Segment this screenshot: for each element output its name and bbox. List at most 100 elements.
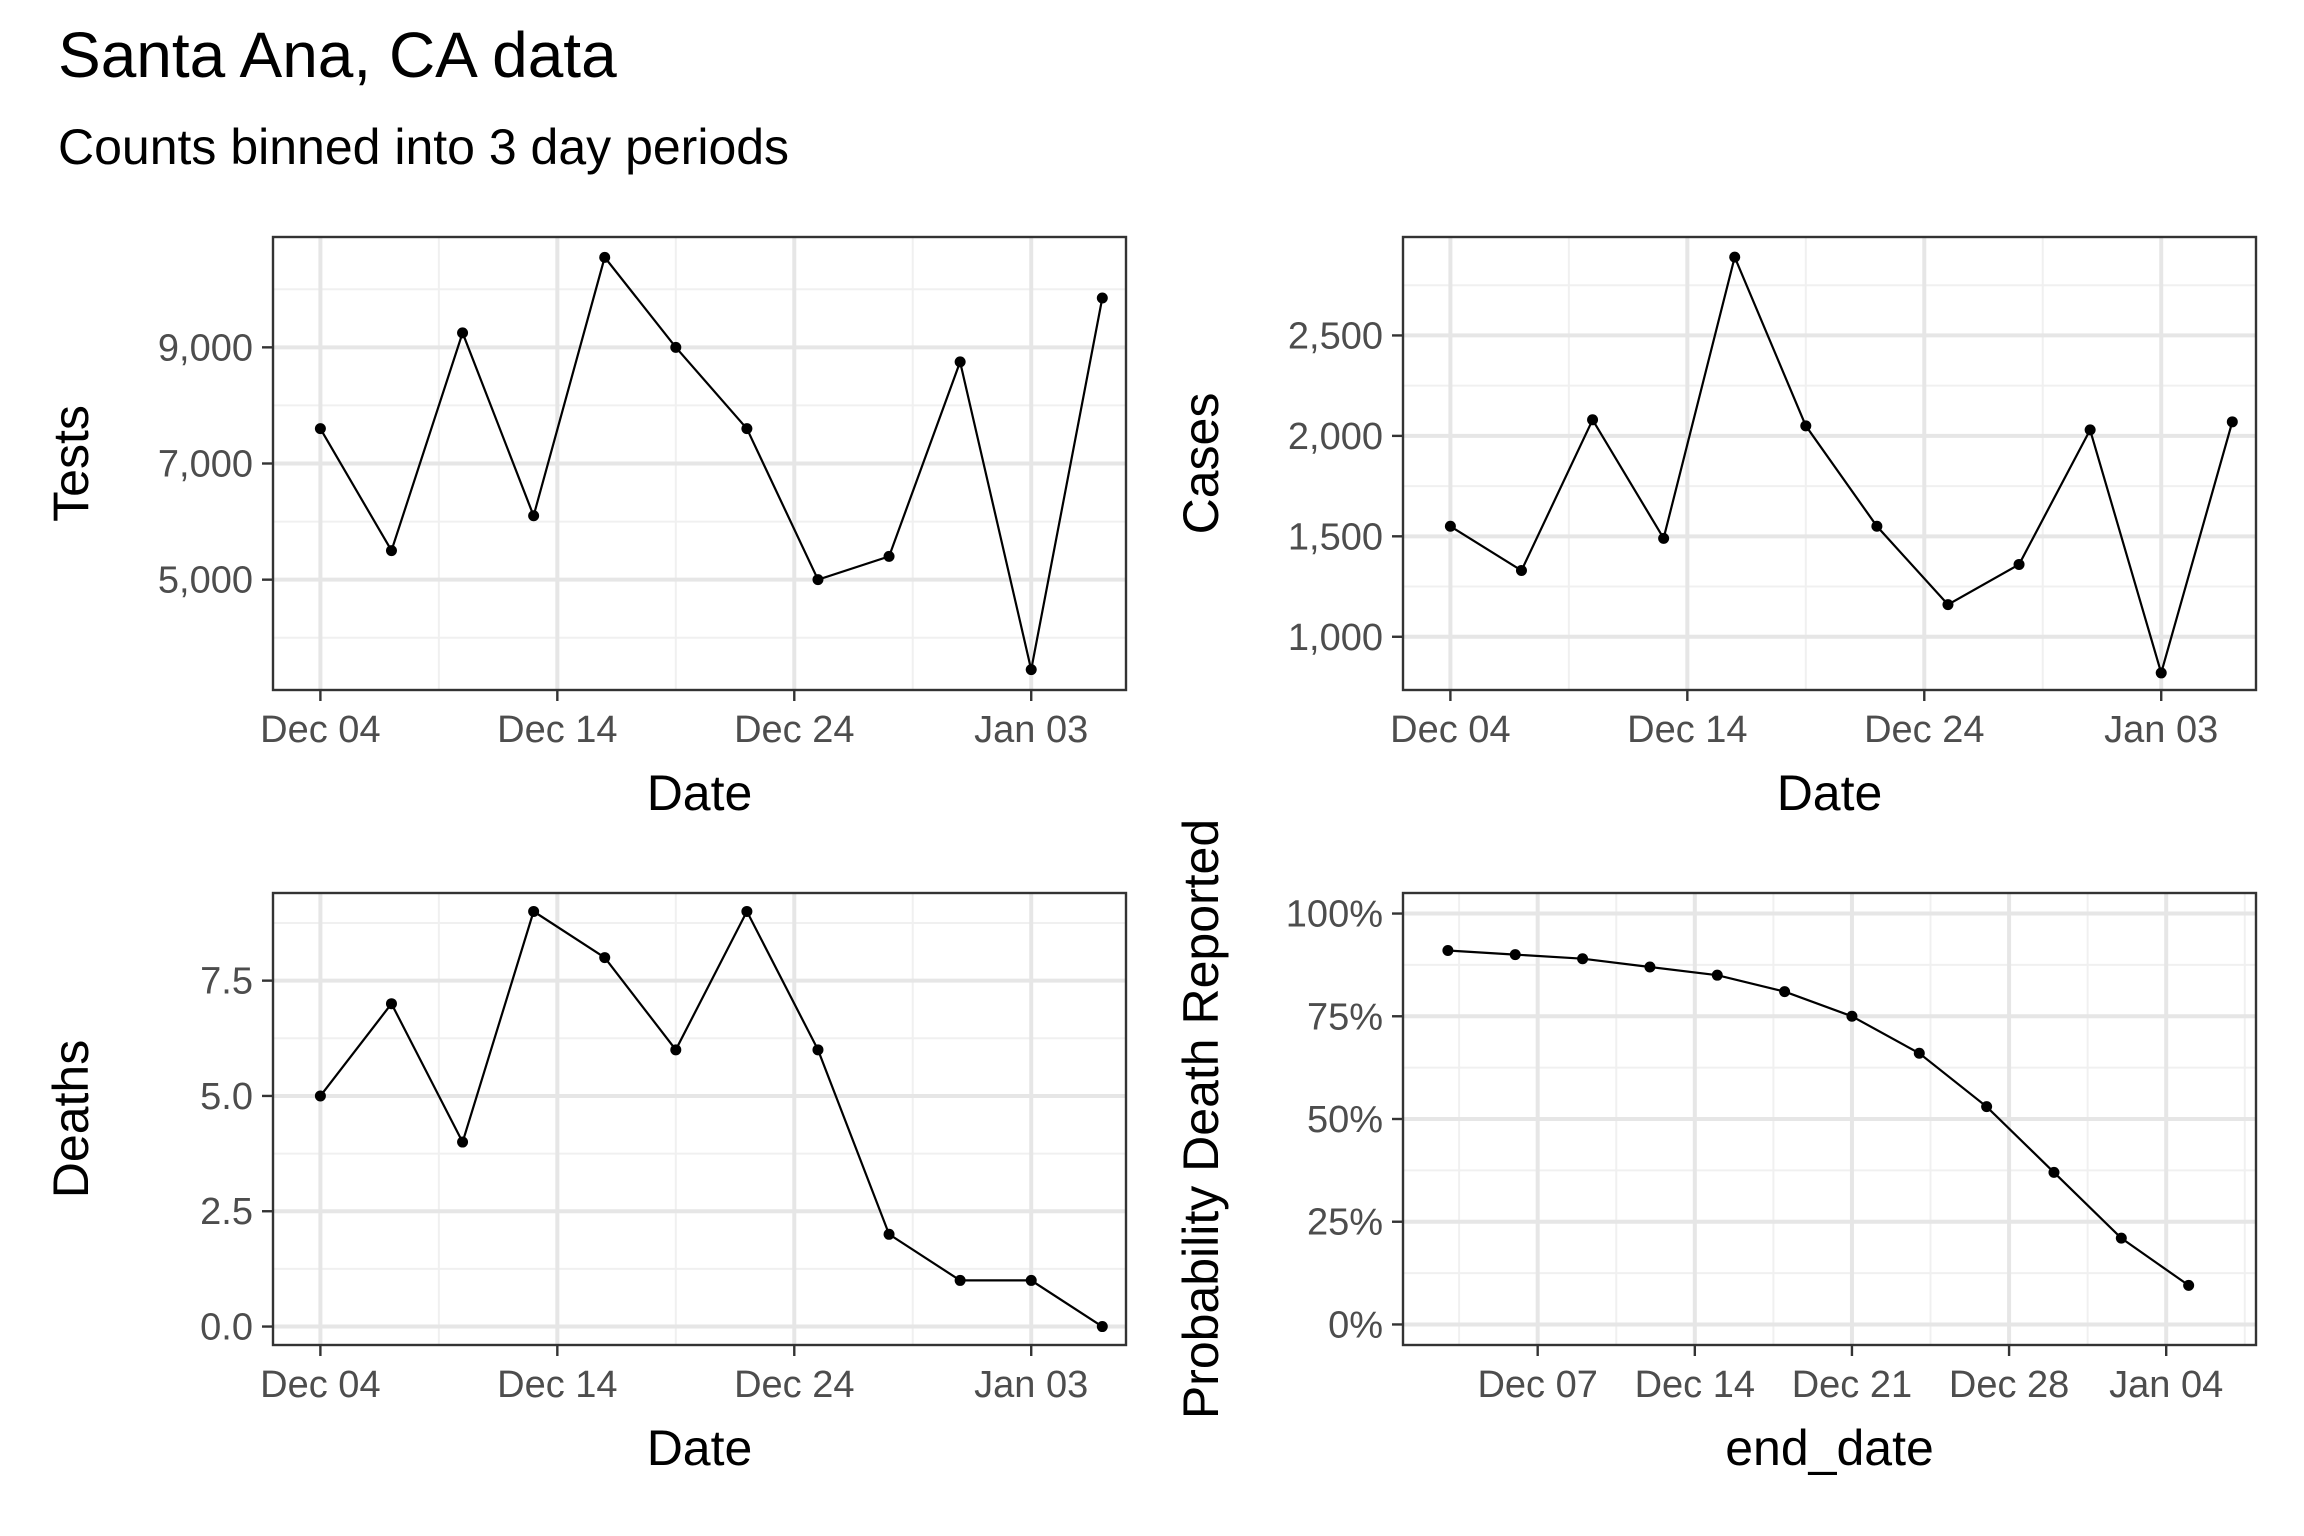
- series-line: [319, 908, 1103, 1328]
- data-point: [314, 423, 326, 435]
- data-point: [1025, 1274, 1037, 1286]
- data-point: [2084, 424, 2096, 436]
- y-axis-label: Tests: [43, 405, 99, 522]
- series-line: [319, 254, 1104, 670]
- y-axis-label: Deaths: [43, 1040, 99, 1198]
- data-point: [1711, 969, 1723, 981]
- data-point: [2226, 416, 2238, 428]
- x-tick-label: Dec 24: [734, 709, 854, 751]
- y-tick-label: 0.0: [200, 1307, 253, 1349]
- y-tick-label: 100%: [1286, 894, 1383, 936]
- x-tick-label: Jan 04: [2109, 1364, 2223, 1406]
- page-title: Santa Ana, CA data: [58, 19, 617, 91]
- data-point: [1587, 414, 1599, 426]
- x-tick-label: Dec 04: [260, 709, 380, 751]
- x-tick-label: Dec 04: [1390, 709, 1510, 751]
- x-axis-label: Date: [1777, 765, 1883, 821]
- y-tick-label: 1,000: [1288, 617, 1383, 659]
- y-axis-label: Cases: [1173, 393, 1229, 535]
- y-tick-label: 75%: [1307, 996, 1383, 1038]
- data-point: [1515, 564, 1527, 576]
- data-point: [1913, 1047, 1925, 1059]
- data-point: [954, 1274, 966, 1286]
- x-tick-label: Dec 04: [260, 1364, 380, 1406]
- data-point: [741, 423, 753, 435]
- x-tick-label: Jan 03: [2104, 709, 2218, 751]
- x-tick-label: Jan 03: [974, 709, 1088, 751]
- data-point: [314, 1090, 326, 1102]
- data-point: [1779, 986, 1791, 998]
- data-point: [1096, 1321, 1108, 1333]
- page-subtitle: Counts binned into 3 day periods: [58, 119, 790, 175]
- data-point: [2013, 558, 2025, 570]
- data-point: [528, 905, 540, 917]
- data-point: [1577, 953, 1589, 965]
- series-line: [1447, 949, 2190, 1287]
- x-tick-label: Dec 24: [1864, 709, 1984, 751]
- y-tick-label: 7.5: [200, 961, 253, 1003]
- x-tick-label: Dec 28: [1949, 1364, 2069, 1406]
- data-point: [1444, 520, 1456, 532]
- x-tick-label: Dec 14: [497, 709, 617, 751]
- chart-panel-bottom-right: Dec 07 Dec 14 Dec 21 Dec 28 Jan 04 0% 25% 50% 75…: [1173, 819, 2258, 1476]
- data-point: [670, 341, 682, 353]
- chart-panel-bottom-left: Dec 04 Dec 14 Dec 24 Jan 03 0.0 2.5 5.0 7.5 Date…: [43, 891, 1128, 1476]
- data-point: [1942, 599, 1954, 611]
- data-point: [1509, 949, 1521, 961]
- y-tick-label: 7,000: [158, 444, 253, 486]
- data-point: [1729, 251, 1741, 263]
- panel-border: [1401, 235, 2258, 692]
- y-tick-label: 5.0: [200, 1076, 253, 1118]
- y-tick-label: 25%: [1307, 1202, 1383, 1244]
- y-tick-label: 2.5: [200, 1191, 253, 1233]
- x-axis-label: Date: [647, 765, 753, 821]
- data-point: [385, 998, 397, 1010]
- data-point: [385, 545, 397, 557]
- x-tick-label: Dec 14: [1635, 1364, 1755, 1406]
- data-point: [1846, 1010, 1858, 1022]
- data-point: [457, 327, 469, 339]
- chart-panel-top-left: Dec 04 Dec 14 Dec 24 Jan 03 5,000 7,000 9,000 D…: [43, 235, 1128, 821]
- y-tick-label: 2,000: [1288, 416, 1383, 458]
- x-axis-label: end_date: [1725, 1420, 1934, 1476]
- data-point: [954, 356, 966, 368]
- x-tick-label: Dec 21: [1792, 1364, 1912, 1406]
- data-point: [1644, 961, 1656, 973]
- panel-border: [271, 891, 1128, 1347]
- data-point: [1800, 420, 1812, 432]
- data-point: [2155, 667, 2167, 679]
- y-tick-label: 1,500: [1288, 516, 1383, 558]
- data-point: [741, 905, 753, 917]
- data-point: [1871, 520, 1883, 532]
- series-line: [1449, 253, 2234, 677]
- data-point: [670, 1044, 682, 1056]
- x-tick-label: Dec 07: [1477, 1364, 1597, 1406]
- data-point: [883, 550, 895, 562]
- data-point: [1658, 532, 1670, 544]
- y-tick-label: 50%: [1307, 1099, 1383, 1141]
- data-point: [2048, 1166, 2060, 1178]
- data-point: [1096, 292, 1108, 304]
- data-point: [599, 952, 611, 964]
- x-tick-label: Dec 14: [1627, 709, 1747, 751]
- data-point: [599, 251, 611, 263]
- y-tick-label: 9,000: [158, 327, 253, 369]
- data-point: [1025, 664, 1037, 676]
- x-tick-label: Dec 14: [497, 1364, 617, 1406]
- data-point: [1981, 1101, 1993, 1113]
- data-point: [812, 574, 824, 586]
- x-tick-label: Jan 03: [974, 1364, 1088, 1406]
- data-point: [2115, 1232, 2127, 1244]
- y-axis-label: Probability Death Reported: [1173, 819, 1229, 1419]
- data-point: [1442, 945, 1454, 957]
- data-point: [2183, 1279, 2195, 1291]
- y-tick-label: 2,500: [1288, 315, 1383, 357]
- data-point: [812, 1044, 824, 1056]
- data-point: [457, 1136, 469, 1148]
- chart-panel-top-right: Dec 04 Dec 14 Dec 24 Jan 03 1,000 1,500 2,000 2…: [1173, 235, 2258, 821]
- y-tick-label: 5,000: [158, 560, 253, 602]
- y-tick-label: 0%: [1328, 1304, 1383, 1346]
- x-tick-label: Dec 24: [734, 1364, 854, 1406]
- data-point: [528, 510, 540, 522]
